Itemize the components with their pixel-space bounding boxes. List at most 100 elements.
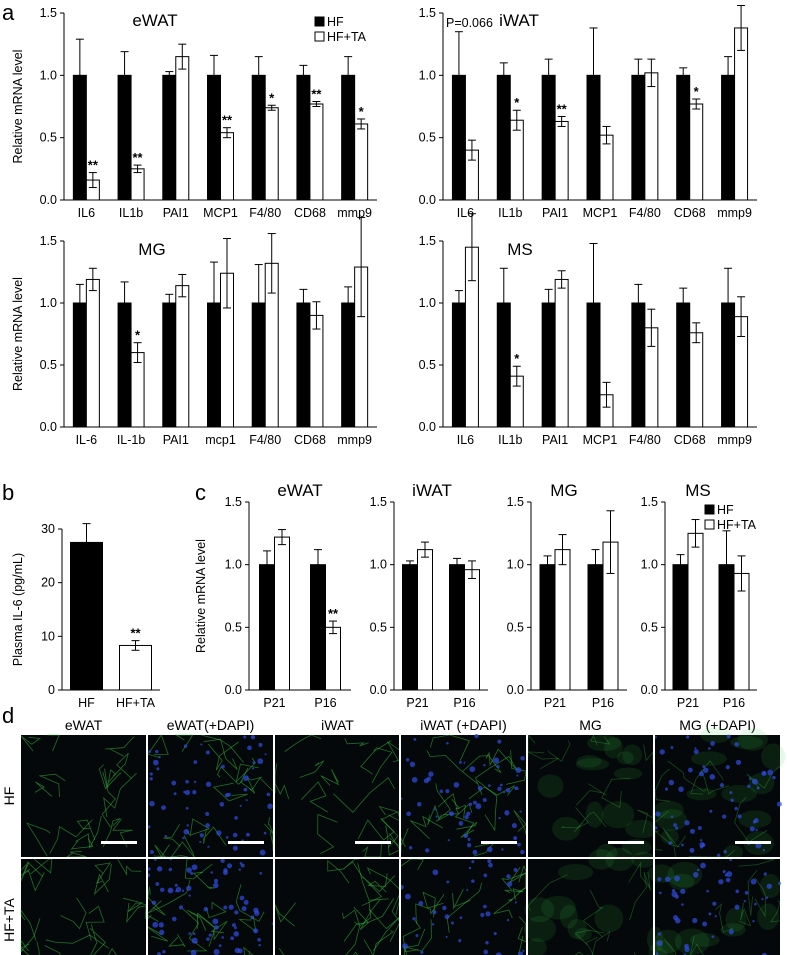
y-axis-label: Relative mRNA level bbox=[11, 277, 25, 391]
fluorescence-trace bbox=[628, 861, 651, 890]
dapi-nucleus bbox=[755, 842, 762, 849]
dapi-nucleus bbox=[474, 733, 479, 739]
fluorescence-trace bbox=[163, 824, 181, 847]
micrograph-background bbox=[655, 859, 780, 955]
dapi-nucleus bbox=[199, 840, 202, 844]
bar-hf-6 bbox=[341, 302, 356, 428]
y-tick-label: 0.5 bbox=[40, 358, 57, 372]
bar-hf-0 bbox=[539, 564, 556, 691]
dapi-nucleus bbox=[186, 867, 192, 873]
x-tick-label: IL6 bbox=[78, 206, 95, 220]
fluorescence-trace bbox=[426, 750, 478, 785]
dapi-nucleus bbox=[205, 781, 212, 787]
dapi-nucleus bbox=[458, 760, 462, 764]
fluorescence-trace bbox=[153, 844, 167, 858]
y-tick-label: 1.5 bbox=[419, 234, 436, 248]
fluorescence-trace bbox=[430, 734, 470, 761]
dapi-nucleus bbox=[700, 862, 706, 869]
fluorescence-patch bbox=[567, 918, 587, 940]
micrograph-background bbox=[148, 859, 273, 955]
fluorescence-trace bbox=[212, 782, 248, 802]
dapi-nucleus bbox=[469, 766, 476, 773]
fluorescence-trace bbox=[186, 818, 211, 837]
dapi-nucleus bbox=[735, 759, 742, 766]
dapi-nucleus bbox=[709, 774, 716, 780]
dapi-nucleus bbox=[493, 932, 497, 936]
micrograph-background bbox=[21, 735, 146, 857]
fluorescence-trace bbox=[85, 905, 105, 941]
dapi-nucleus bbox=[468, 802, 473, 806]
fluorescence-patch bbox=[525, 938, 547, 955]
dapi-nucleus bbox=[259, 871, 263, 875]
fluorescence-trace bbox=[601, 778, 631, 809]
x-tick-label: IL6 bbox=[457, 206, 474, 220]
dapi-nucleus bbox=[718, 879, 724, 885]
y-tick-label: 0.0 bbox=[507, 683, 524, 697]
dapi-nucleus bbox=[694, 747, 697, 750]
fluorescence-trace bbox=[104, 768, 116, 788]
x-tick-label: P21 bbox=[544, 696, 566, 710]
micrograph-tile bbox=[20, 858, 147, 955]
dapi-nucleus bbox=[488, 862, 493, 868]
fluorescence-trace bbox=[123, 897, 147, 913]
bar-hf-ta-0 bbox=[687, 532, 704, 691]
dapi-nucleus bbox=[702, 921, 708, 927]
bar-hf-6 bbox=[721, 302, 736, 428]
dapi-nucleus bbox=[487, 859, 492, 864]
chart-2: 0.0 0.5 1.0 1.5 Relative mRNA level MG IL-6 IL-… bbox=[11, 216, 377, 447]
dapi-nucleus bbox=[230, 936, 235, 941]
dapi-nucleus bbox=[216, 830, 222, 836]
fluorescence-trace bbox=[663, 938, 677, 955]
y-tick-label: 20 bbox=[41, 576, 55, 590]
legend-label-hf: HF bbox=[717, 503, 734, 517]
dapi-nucleus bbox=[258, 943, 261, 947]
dapi-nucleus bbox=[418, 900, 424, 906]
fluorescence-trace bbox=[300, 781, 328, 813]
legend-swatch-hfta bbox=[704, 519, 715, 530]
fluorescence-patch bbox=[648, 939, 674, 955]
fluorescence-patch bbox=[552, 816, 581, 841]
fluorescence-trace bbox=[20, 861, 43, 881]
bar-hf-0 bbox=[451, 302, 466, 428]
dapi-nucleus bbox=[692, 871, 699, 878]
fluorescence-trace bbox=[590, 733, 611, 746]
dapi-nucleus bbox=[459, 916, 463, 920]
fluorescence-trace bbox=[435, 783, 451, 822]
dapi-nucleus bbox=[511, 823, 517, 829]
fluorescence-trace bbox=[20, 735, 41, 752]
dapi-nucleus bbox=[147, 825, 151, 829]
micrograph-tile bbox=[646, 858, 782, 955]
fluorescence-trace bbox=[427, 804, 443, 826]
dapi-nucleus bbox=[408, 845, 413, 850]
fluorescence-trace bbox=[168, 933, 186, 947]
dapi-nucleus bbox=[425, 848, 430, 853]
y-tick-label: 0.5 bbox=[641, 620, 658, 634]
dapi-nucleus bbox=[672, 914, 679, 921]
dapi-nucleus bbox=[173, 792, 177, 796]
dapi-nucleus bbox=[155, 749, 159, 754]
dapi-nucleus bbox=[766, 883, 772, 889]
fluorescence-patch bbox=[594, 904, 624, 933]
chart-title: MG bbox=[138, 240, 165, 259]
chart-5: 0.0 0.5 1.0 1.5 Relative mRNA level eWAT P21 P1… bbox=[194, 481, 351, 710]
y-tick-label: 1.5 bbox=[225, 495, 242, 509]
fluorescence-trace bbox=[182, 908, 208, 952]
bar-hf-1 bbox=[718, 564, 735, 691]
dapi-nucleus bbox=[184, 789, 191, 796]
x-tick-label: IL1b bbox=[119, 206, 143, 220]
dapi-nucleus bbox=[674, 875, 680, 882]
fluorescence-patch bbox=[748, 772, 775, 795]
dapi-nucleus bbox=[778, 881, 782, 885]
dapi-nucleus bbox=[417, 801, 422, 807]
fluorescence-trace bbox=[327, 859, 350, 884]
fluorescence-patch bbox=[601, 801, 635, 829]
dapi-nucleus bbox=[687, 767, 693, 773]
fluorescence-trace bbox=[102, 818, 121, 848]
dapi-nucleus bbox=[264, 753, 267, 756]
y-tick-label: 0.5 bbox=[40, 131, 57, 145]
y-tick-label: 1.0 bbox=[507, 558, 524, 572]
dapi-nucleus bbox=[253, 928, 259, 934]
dapi-nucleus bbox=[435, 815, 438, 818]
fluorescence-trace bbox=[243, 946, 254, 955]
